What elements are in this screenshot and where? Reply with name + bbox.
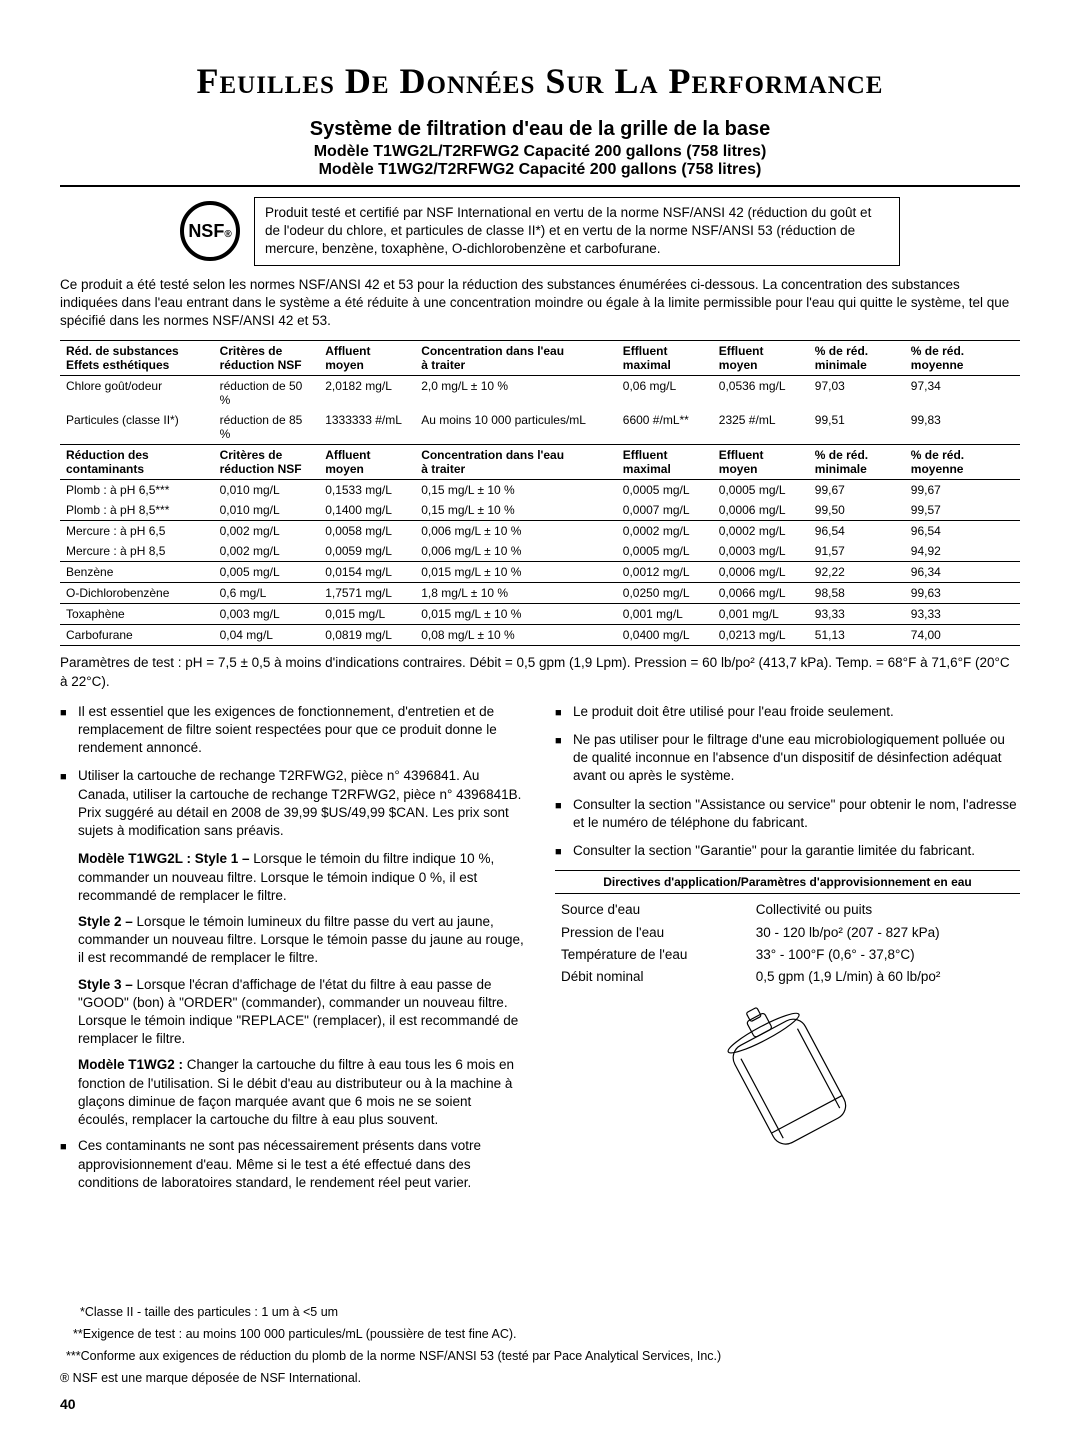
- subtitle-system: Système de filtration d'eau de la grille…: [60, 118, 1020, 141]
- right-column: ■Le produit doit être utilisé pour l'eau…: [555, 703, 1020, 1202]
- footnote-nsf-trademark: ® NSF est une marque déposée de NSF Inte…: [60, 1368, 1020, 1388]
- footnote-class2: *Classe II - taille des particules : 1 u…: [60, 1302, 1020, 1322]
- table-row: Plomb : à pH 6,5***0,010 mg/L0,1533 mg/L…: [60, 480, 1020, 501]
- subtitle-model-a: Modèle T1WG2L/T2RFWG2 Capacité 200 gallo…: [60, 143, 1020, 161]
- para-model2l: Modèle T1WG2L : Style 1 – Lorsque le tém…: [78, 850, 525, 905]
- table-header: Réduction descontaminants: [60, 445, 214, 480]
- bullet-warranty: Consulter la section "Garantie" pour la …: [573, 842, 1020, 860]
- para-style2: Style 2 – Lorsque le témoin lumineux du …: [78, 913, 525, 968]
- table-header: Concentration dans l'eauà traiter: [415, 341, 617, 376]
- test-parameters: Paramètres de test : pH = 7,5 ± 0,5 à mo…: [60, 654, 1020, 690]
- footnote-test-req: **Exigence de test : au moins 100 000 pa…: [60, 1324, 1020, 1344]
- nsf-cert-text: Produit testé et certifié par NSF Intern…: [254, 197, 900, 266]
- table-header: Effluentmaximal: [617, 341, 713, 376]
- table-header: Effluentmoyen: [713, 341, 809, 376]
- table-row: Mercure : à pH 8,50,002 mg/L0,0059 mg/L0…: [60, 541, 1020, 562]
- table-row: Toxaphène0,003 mg/L0,015 mg/L0,015 mg/L …: [60, 604, 1020, 625]
- table-header: Effluentmoyen: [713, 445, 809, 480]
- page-number: 40: [60, 1396, 1020, 1412]
- performance-table: Réd. de substancesEffets esthétiquesCrit…: [60, 340, 1020, 646]
- table-header: Critères deréduction NSF: [214, 445, 320, 480]
- table-header: Réd. de substancesEffets esthétiques: [60, 341, 214, 376]
- bullet-cartridge: Utiliser la cartouche de rechange T2RFWG…: [78, 767, 525, 840]
- left-column: ■Il est essentiel que les exigences de f…: [60, 703, 525, 1202]
- table-header: % de réd.minimale: [809, 445, 905, 480]
- app-guidelines-table: Source d'eauCollectivité ou puits Pressio…: [555, 898, 1020, 989]
- app-row: Source d'eauCollectivité ou puits: [557, 900, 1018, 920]
- intro-paragraph: Ce produit a été testé selon les normes …: [60, 276, 1020, 331]
- bullet-cold-water: Le produit doit être utilisé pour l'eau …: [573, 703, 1020, 721]
- footnote-lead: ***Conforme aux exigences de réduction d…: [60, 1346, 1020, 1366]
- para-style3: Style 3 – Lorsque l'écran d'affichage de…: [78, 976, 525, 1049]
- para-model2: Modèle T1WG2 : Changer la cartouche du f…: [78, 1056, 525, 1129]
- subtitle-block: Système de filtration d'eau de la grille…: [60, 118, 1020, 187]
- table-row: Particules (classe II*)réduction de 85 %…: [60, 410, 1020, 445]
- nsf-row: NSF® Produit testé et certifié par NSF I…: [60, 197, 1020, 266]
- bullet-assistance: Consulter la section "Assistance ou serv…: [573, 796, 1020, 832]
- footnotes: *Classe II - taille des particules : 1 u…: [60, 1302, 1020, 1388]
- bullet-microbiological: Ne pas utiliser pour le filtrage d'une e…: [573, 731, 1020, 786]
- filter-cartridge-icon: [688, 999, 888, 1159]
- table-header: Concentration dans l'eauà traiter: [415, 445, 617, 480]
- main-title: Feuilles De Données Sur La Performance: [60, 60, 1020, 102]
- table-row: Chlore goût/odeurréduction de 50 %2,0182…: [60, 376, 1020, 411]
- table-row: Plomb : à pH 8,5***0,010 mg/L0,1400 mg/L…: [60, 500, 1020, 521]
- table-row: Mercure : à pH 6,50,002 mg/L0,0058 mg/L0…: [60, 521, 1020, 542]
- table-header: % de réd.minimale: [809, 341, 905, 376]
- table-header: % de réd.moyenne: [905, 341, 1020, 376]
- bullet-contaminants: Ces contaminants ne sont pas nécessairem…: [78, 1137, 525, 1192]
- app-row: Débit nominal0,5 gpm (1,9 L/min) à 60 lb…: [557, 967, 1018, 987]
- table-header: Affluentmoyen: [319, 341, 415, 376]
- table-header: Affluentmoyen: [319, 445, 415, 480]
- table-header: Effluentmaximal: [617, 445, 713, 480]
- app-row: Pression de l'eau30 - 120 lb/po² (207 - …: [557, 923, 1018, 943]
- table-row: Benzène0,005 mg/L0,0154 mg/L0,015 mg/L ±…: [60, 562, 1020, 583]
- table-row: Carbofurane0,04 mg/L0,0819 mg/L0,08 mg/L…: [60, 625, 1020, 646]
- app-row: Température de l'eau33° - 100°F (0,6° - …: [557, 945, 1018, 965]
- table-header: Critères deréduction NSF: [214, 341, 320, 376]
- subtitle-model-b: Modèle T1WG2/T2RFWG2 Capacité 200 gallon…: [60, 161, 1020, 179]
- app-guidelines-header: Directives d'application/Paramètres d'ap…: [555, 870, 1020, 894]
- table-row: O-Dichlorobenzène0,6 mg/L1,7571 mg/L1,8 …: [60, 583, 1020, 604]
- nsf-logo-icon: NSF®: [180, 201, 240, 261]
- table-header: % de réd.moyenne: [905, 445, 1020, 480]
- bullet-requirements: Il est essentiel que les exigences de fo…: [78, 703, 525, 758]
